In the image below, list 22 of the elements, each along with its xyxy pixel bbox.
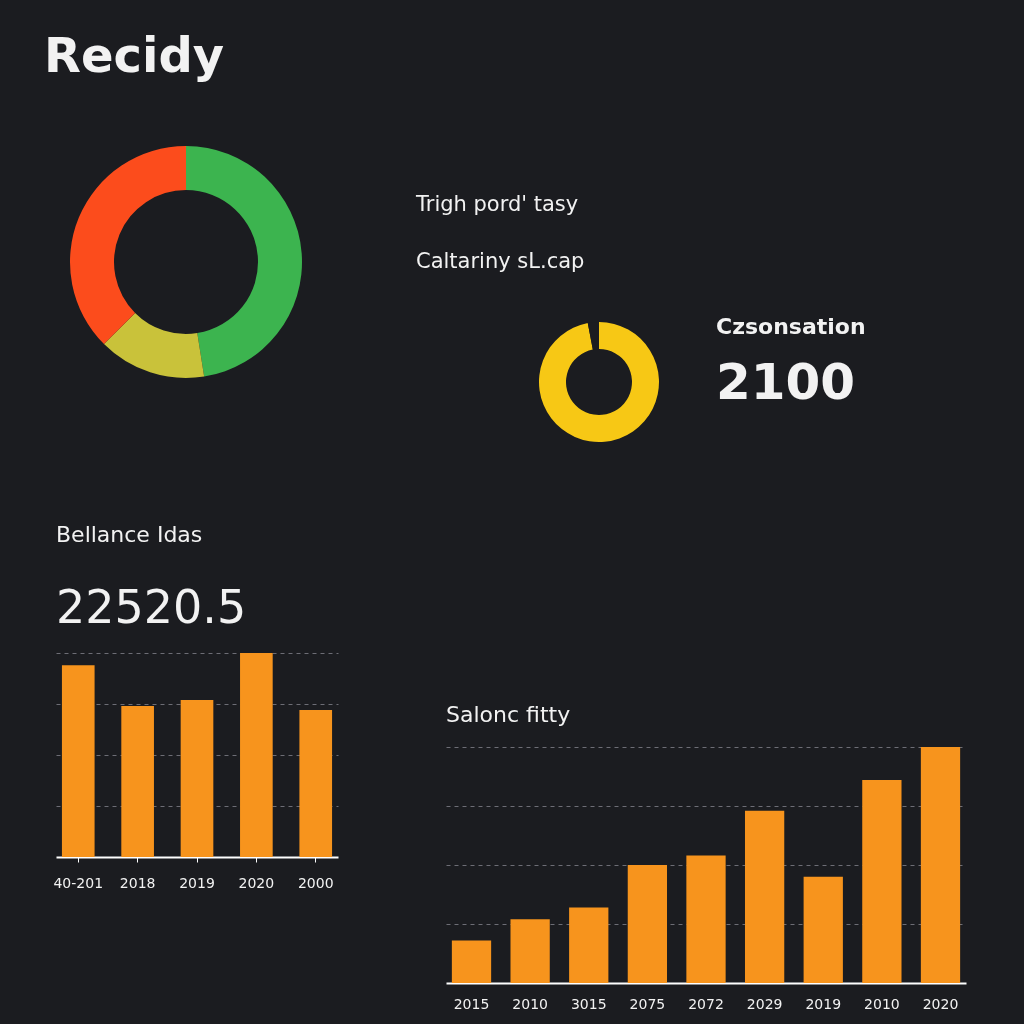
x-tick-label: 2029 [746,995,783,1012]
x-tick-label: 2019 [179,874,215,891]
chart-subtitle: Caltariny sL.cap [416,249,585,273]
x-tick-label: 2072 [688,995,724,1012]
x-tick-label: 2000 [297,874,334,891]
text: Czsonsation [716,314,866,339]
x-tick-label: 2019 [805,995,842,1012]
x-tick-label: 2015 [453,995,490,1012]
chart-subtitle: 22520.5 [56,580,247,634]
x-tick-label: 40-201 [53,874,104,891]
x-tick-label: 2020 [922,995,959,1012]
x-tick-label: 2010 [512,995,548,1012]
x-tick-label: 2075 [629,995,666,1012]
x-tick-label: 2010 [864,995,900,1012]
chart-title: Trigh pord' tasy [415,192,579,216]
x-tick-label: 2020 [238,874,275,891]
text: 2100 [716,353,856,411]
chart-title: Recidy [44,27,225,83]
x-tick-label: 2018 [119,874,156,891]
chart-title: Bellance Idas [56,522,203,547]
chart-title: Salonc fitty [446,702,571,727]
x-tick-label: 3015 [570,995,607,1012]
